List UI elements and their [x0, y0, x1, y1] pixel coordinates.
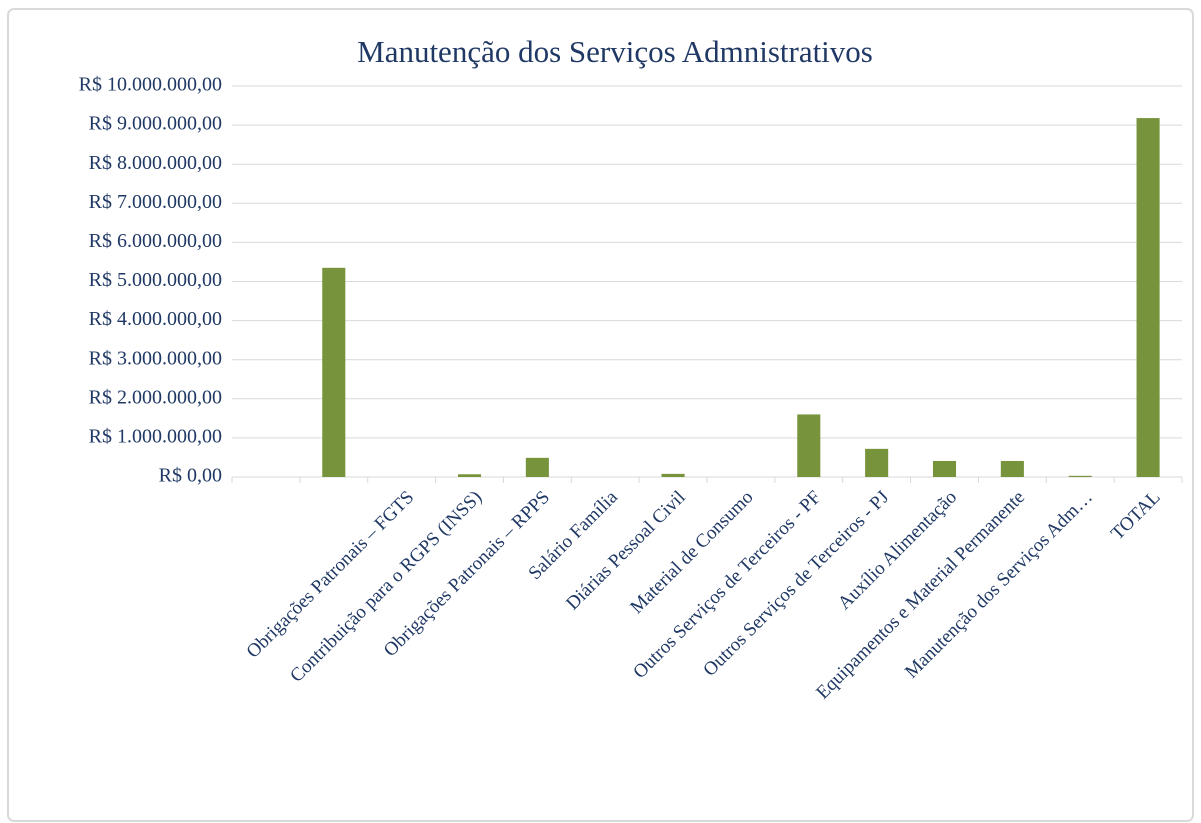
- bar: [1136, 118, 1160, 477]
- y-tick-label: R$ 8.000.000,00: [89, 152, 222, 174]
- chart-title: Manutenção dos Serviços Admnistrativos: [357, 34, 873, 69]
- bar: [525, 457, 549, 477]
- y-tick-label: R$ 0,00: [159, 465, 222, 487]
- bar: [457, 474, 482, 477]
- bar: [865, 448, 889, 477]
- chart-border: [7, 8, 1194, 822]
- y-tick-label: R$ 4.000.000,00: [89, 308, 222, 330]
- bar: [932, 460, 957, 477]
- y-tick-label: R$ 3.000.000,00: [89, 347, 222, 369]
- y-tick-label: R$ 7.000.000,00: [89, 191, 222, 213]
- y-tick-label: R$ 1.000.000,00: [89, 425, 222, 447]
- bar: [322, 267, 346, 477]
- bar: [797, 414, 821, 477]
- bar: [661, 473, 685, 477]
- y-tick-label: R$ 6.000.000,00: [89, 230, 222, 252]
- y-tick-label: R$ 9.000.000,00: [89, 113, 222, 135]
- bar: [1000, 460, 1024, 477]
- y-tick-label: R$ 5.000.000,00: [89, 269, 222, 291]
- bar: [1068, 475, 1092, 477]
- y-tick-label: R$ 10.000.000,00: [79, 74, 222, 96]
- y-tick-label: R$ 2.000.000,00: [89, 386, 222, 408]
